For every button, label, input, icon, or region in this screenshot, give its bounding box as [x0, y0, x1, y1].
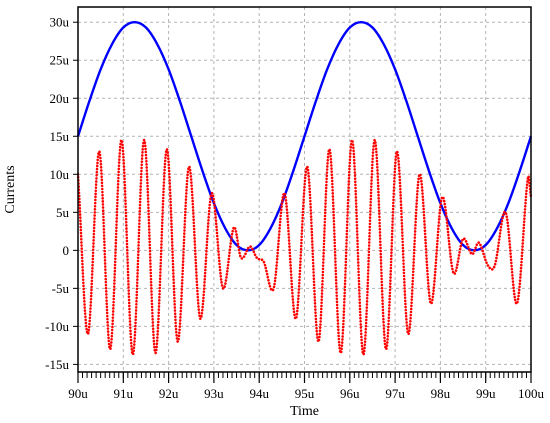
x-tick-label: 96u	[340, 386, 360, 401]
y-tick-label: -5u	[52, 281, 70, 296]
x-tick-label: 100u	[518, 386, 545, 401]
y-tick-label: 15u	[50, 129, 70, 144]
y-tick-label: 25u	[50, 53, 70, 68]
y-tick-label: 10u	[50, 167, 70, 182]
y-tick-label: 30u	[50, 15, 70, 30]
series-layer	[76, 21, 533, 356]
y-tick-label: 5u	[56, 205, 70, 220]
x-tick-label: 97u	[385, 386, 405, 401]
x-tick-label: 95u	[295, 386, 315, 401]
x-tick-label: 91u	[114, 386, 134, 401]
y-tick-label: -10u	[45, 319, 69, 334]
x-tick-label: 98u	[431, 386, 451, 401]
x-axis-label: Time	[290, 404, 319, 419]
x-tick-label: 90u	[68, 386, 88, 401]
y-tick-label: 0	[63, 243, 70, 258]
y-tick-label: -15u	[45, 357, 69, 372]
blue-series-line	[76, 21, 533, 252]
red-series-line	[76, 138, 533, 356]
y-axis-label: Currents	[3, 165, 18, 213]
x-tick-label: 94u	[249, 386, 269, 401]
x-tick-label: 99u	[476, 386, 496, 401]
x-tick-label: 93u	[204, 386, 224, 401]
axis-ticks: 90u 91u 92u 93u 94u 95u 96u 97u 98u 99u 100u 30u 25u…	[45, 15, 544, 401]
x-tick-label: 92u	[159, 386, 179, 401]
y-tick-label: 20u	[50, 91, 70, 106]
